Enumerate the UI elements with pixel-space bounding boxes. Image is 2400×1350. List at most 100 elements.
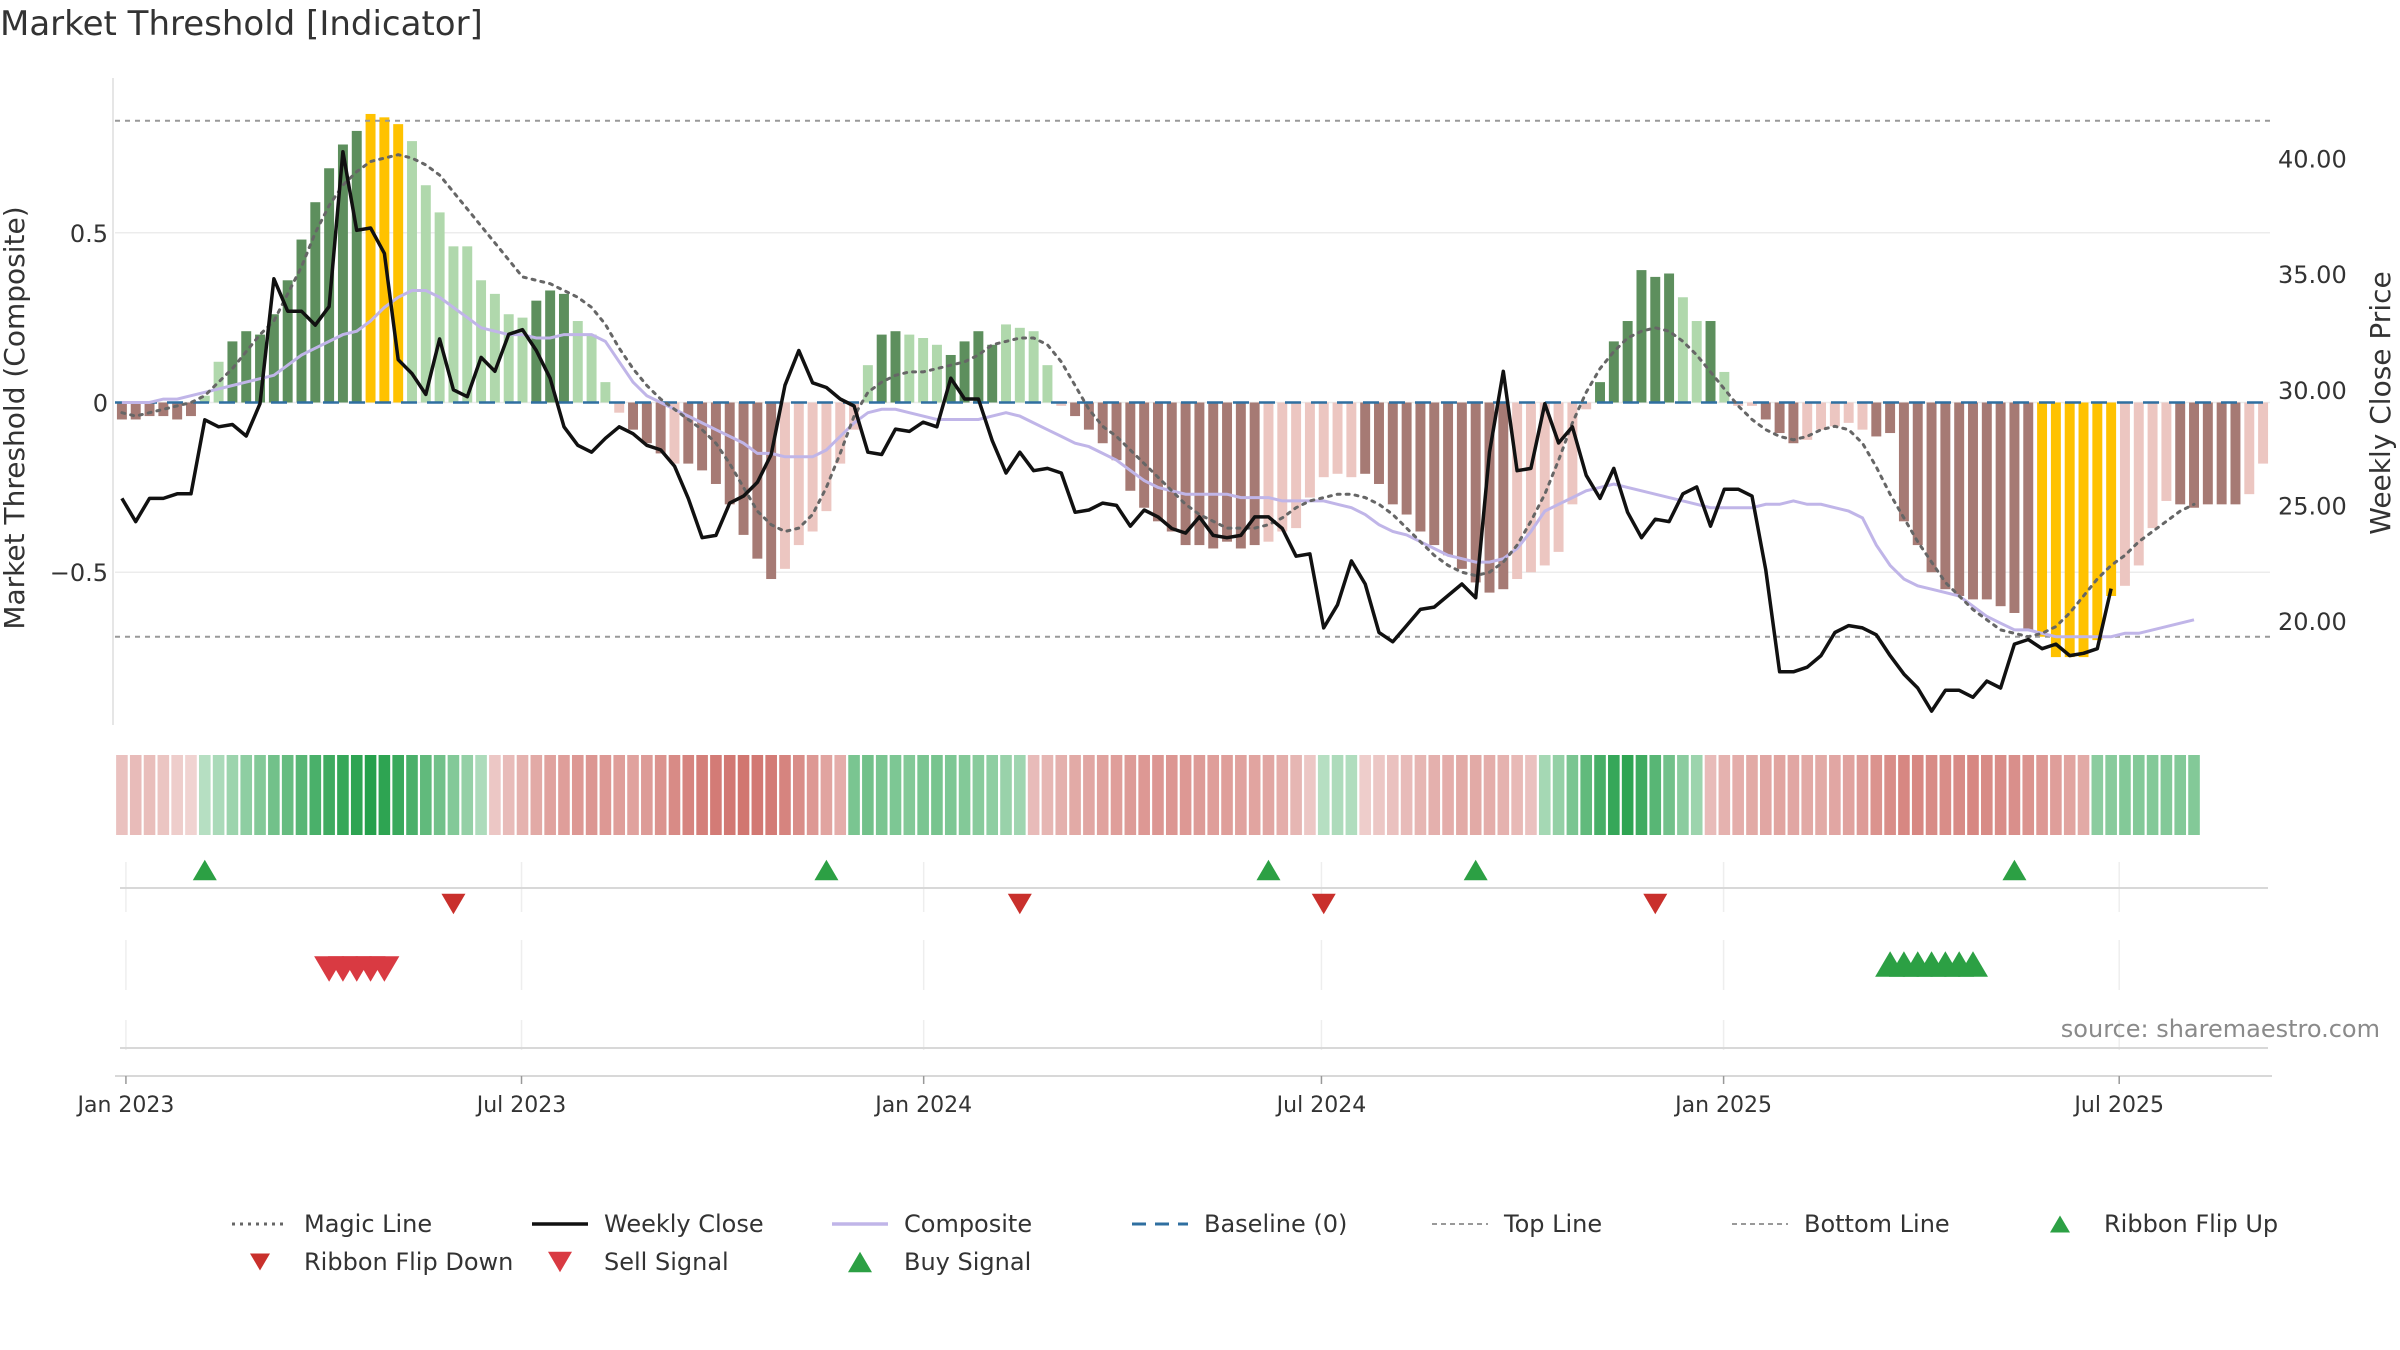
- x-tick-label: Jul 2025: [2072, 1093, 2164, 1118]
- ribbon-cell: [323, 755, 335, 835]
- ribbon-cell: [1801, 755, 1814, 835]
- ribbon-flip-up-marker: [1256, 859, 1281, 881]
- ribbon-cell: [1221, 755, 1233, 835]
- composite-bar: [2009, 402, 2020, 613]
- ribbon-cell: [1594, 755, 1606, 835]
- composite-bar: [1443, 402, 1454, 556]
- composite-bar: [1083, 402, 1094, 430]
- ribbon-cell: [2132, 755, 2145, 835]
- composite-bar: [931, 344, 942, 403]
- legend-symbol: [250, 1253, 270, 1271]
- composite-bar: [213, 361, 224, 403]
- composite-bar: [1650, 276, 1661, 403]
- composite-bar: [1014, 327, 1025, 403]
- ribbon-cell: [820, 755, 833, 835]
- composite-bar: [2230, 402, 2241, 505]
- ribbon-cell: [1621, 755, 1634, 835]
- ribbon-cell: [1649, 755, 1662, 835]
- legend-swatch: [832, 1222, 888, 1226]
- composite-bar: [1222, 402, 1233, 542]
- ribbon-cell: [1746, 755, 1758, 835]
- ribbon-flip-down-marker: [441, 893, 466, 915]
- composite-bar: [890, 331, 901, 403]
- legend-swatch: [2050, 1215, 2070, 1233]
- ribbon-cell: [765, 755, 777, 835]
- composite-bar: [1774, 402, 1785, 434]
- ribbon-cell: [1732, 755, 1744, 835]
- ribbon-cell: [1870, 755, 1883, 835]
- ribbon-cell: [1759, 755, 1772, 835]
- ribbon-cell: [1511, 755, 1523, 835]
- ribbon-cell: [1152, 755, 1164, 835]
- composite-bar: [1332, 402, 1343, 474]
- legend-item: Sell Signal: [530, 1248, 830, 1276]
- composite-bar: [2106, 402, 2117, 596]
- composite-bar: [1429, 402, 1440, 546]
- composite-bar: [1802, 402, 1813, 440]
- legend-swatch: [548, 1251, 572, 1273]
- composite-bar: [462, 246, 473, 403]
- composite-bar: [1691, 321, 1702, 403]
- composite-bar: [628, 402, 639, 430]
- ribbon-cell: [1856, 755, 1869, 835]
- ribbon-cell: [641, 755, 653, 835]
- ribbon-cell: [668, 755, 681, 835]
- ribbon-cell: [1248, 755, 1261, 835]
- ribbon-cell: [1428, 755, 1441, 835]
- signal-rows: [120, 859, 2268, 1050]
- composite-bar: [987, 344, 998, 403]
- composite-bar: [572, 321, 583, 403]
- ribbon-cell: [364, 755, 377, 835]
- ribbon-cell: [1787, 755, 1800, 835]
- ribbon-cell: [337, 755, 349, 835]
- ribbon-cell: [1911, 755, 1924, 835]
- reference-lines: [115, 119, 2270, 638]
- y-right-tick-label: 30.00: [2278, 377, 2347, 405]
- ribbon-cell: [1608, 755, 1620, 835]
- page-title: Market Threshold [Indicator]: [0, 4, 483, 44]
- ribbon-flip-up-marker: [1463, 859, 1488, 881]
- composite-bar: [1746, 402, 1757, 406]
- y-right-tick-label: 25.00: [2278, 492, 2347, 520]
- composite-bar: [1346, 402, 1357, 478]
- legend-label: Composite: [904, 1210, 1033, 1238]
- composite-bar: [641, 402, 652, 444]
- ribbon-cell: [792, 755, 805, 835]
- composite-bar: [2258, 402, 2269, 464]
- ribbon-cell: [185, 755, 197, 835]
- composite-bar: [780, 402, 790, 569]
- legend-swatch: [1132, 1222, 1188, 1226]
- ribbon-cell: [2105, 755, 2117, 835]
- ribbon-cell: [1400, 755, 1413, 835]
- ribbon-cell: [240, 755, 253, 835]
- ribbon-cell: [1981, 755, 1993, 835]
- ribbon-cell: [1138, 755, 1150, 835]
- ribbon-cell: [1967, 755, 1979, 835]
- ribbon-cell: [212, 755, 225, 835]
- ribbon-cell: [1083, 755, 1095, 835]
- ribbon-strip: [116, 755, 2200, 835]
- ribbon-cell: [875, 755, 888, 835]
- composite-bar: [1981, 402, 1992, 600]
- ribbon-cell: [1538, 755, 1551, 835]
- ribbon-flip-up-marker: [2002, 859, 2027, 881]
- ribbon-cell: [2022, 755, 2035, 835]
- composite-bar: [1954, 402, 1965, 596]
- ribbon-cell: [544, 755, 556, 835]
- composite-bar: [2023, 402, 2034, 630]
- composite-bar: [835, 402, 846, 464]
- ribbon-cell: [516, 755, 529, 835]
- composite-bar: [2216, 402, 2227, 505]
- composite-bar: [1788, 402, 1799, 444]
- composite-bar: [2092, 402, 2103, 641]
- composite-bar: [586, 334, 597, 403]
- ribbon-cell: [848, 755, 860, 835]
- ribbon-cell: [433, 755, 446, 835]
- legend-label: Baseline (0): [1204, 1210, 1348, 1238]
- ribbon-cell: [1414, 755, 1427, 835]
- composite-bar: [1664, 273, 1675, 403]
- composite-bar: [1733, 402, 1744, 406]
- y-left-axis-label: Market Threshold (Composite): [0, 206, 31, 629]
- ribbon-cell: [1442, 755, 1454, 835]
- ribbon-cell: [779, 755, 791, 835]
